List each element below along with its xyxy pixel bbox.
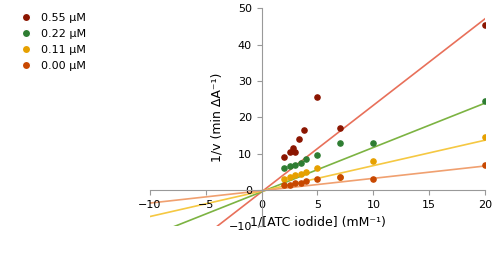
Point (289, 146, 297, 150)
Point (336, 126, 344, 131)
Point (286, 164, 294, 169)
Point (302, 179, 310, 183)
Point (280, 177, 288, 181)
Point (280, 155, 288, 160)
Point (280, 182, 288, 187)
Point (336, 175, 344, 179)
Point (314, 166, 322, 170)
Point (481, 162, 489, 167)
Point (481, 135, 489, 139)
Point (481, 22, 489, 27)
Point (296, 161, 304, 165)
Point (280, 166, 288, 170)
Legend: 0.55 μM, 0.22 μM, 0.11 μM, 0.00 μM: 0.55 μM, 0.22 μM, 0.11 μM, 0.00 μM (10, 8, 90, 76)
Point (370, 140, 378, 145)
Point (314, 153, 322, 158)
Point (291, 150, 299, 154)
Point (286, 150, 294, 154)
Point (302, 169, 310, 174)
Point (294, 137, 302, 141)
Point (291, 181, 299, 185)
Point (286, 175, 294, 179)
Point (314, 177, 322, 181)
Point (291, 162, 299, 167)
Point (296, 171, 304, 176)
Point (336, 175, 344, 179)
Point (481, 99, 489, 103)
Point (302, 157, 310, 161)
Point (336, 140, 344, 145)
Point (286, 182, 294, 187)
Point (296, 181, 304, 185)
Point (314, 95, 322, 100)
Point (291, 173, 299, 178)
Point (300, 128, 308, 132)
X-axis label: 1/[ATC iodide] (mM⁻¹): 1/[ATC iodide] (mM⁻¹) (250, 215, 386, 228)
Point (370, 159, 378, 163)
Point (370, 177, 378, 181)
Y-axis label: 1/v (min ΔA⁻¹): 1/v (min ΔA⁻¹) (210, 73, 223, 162)
